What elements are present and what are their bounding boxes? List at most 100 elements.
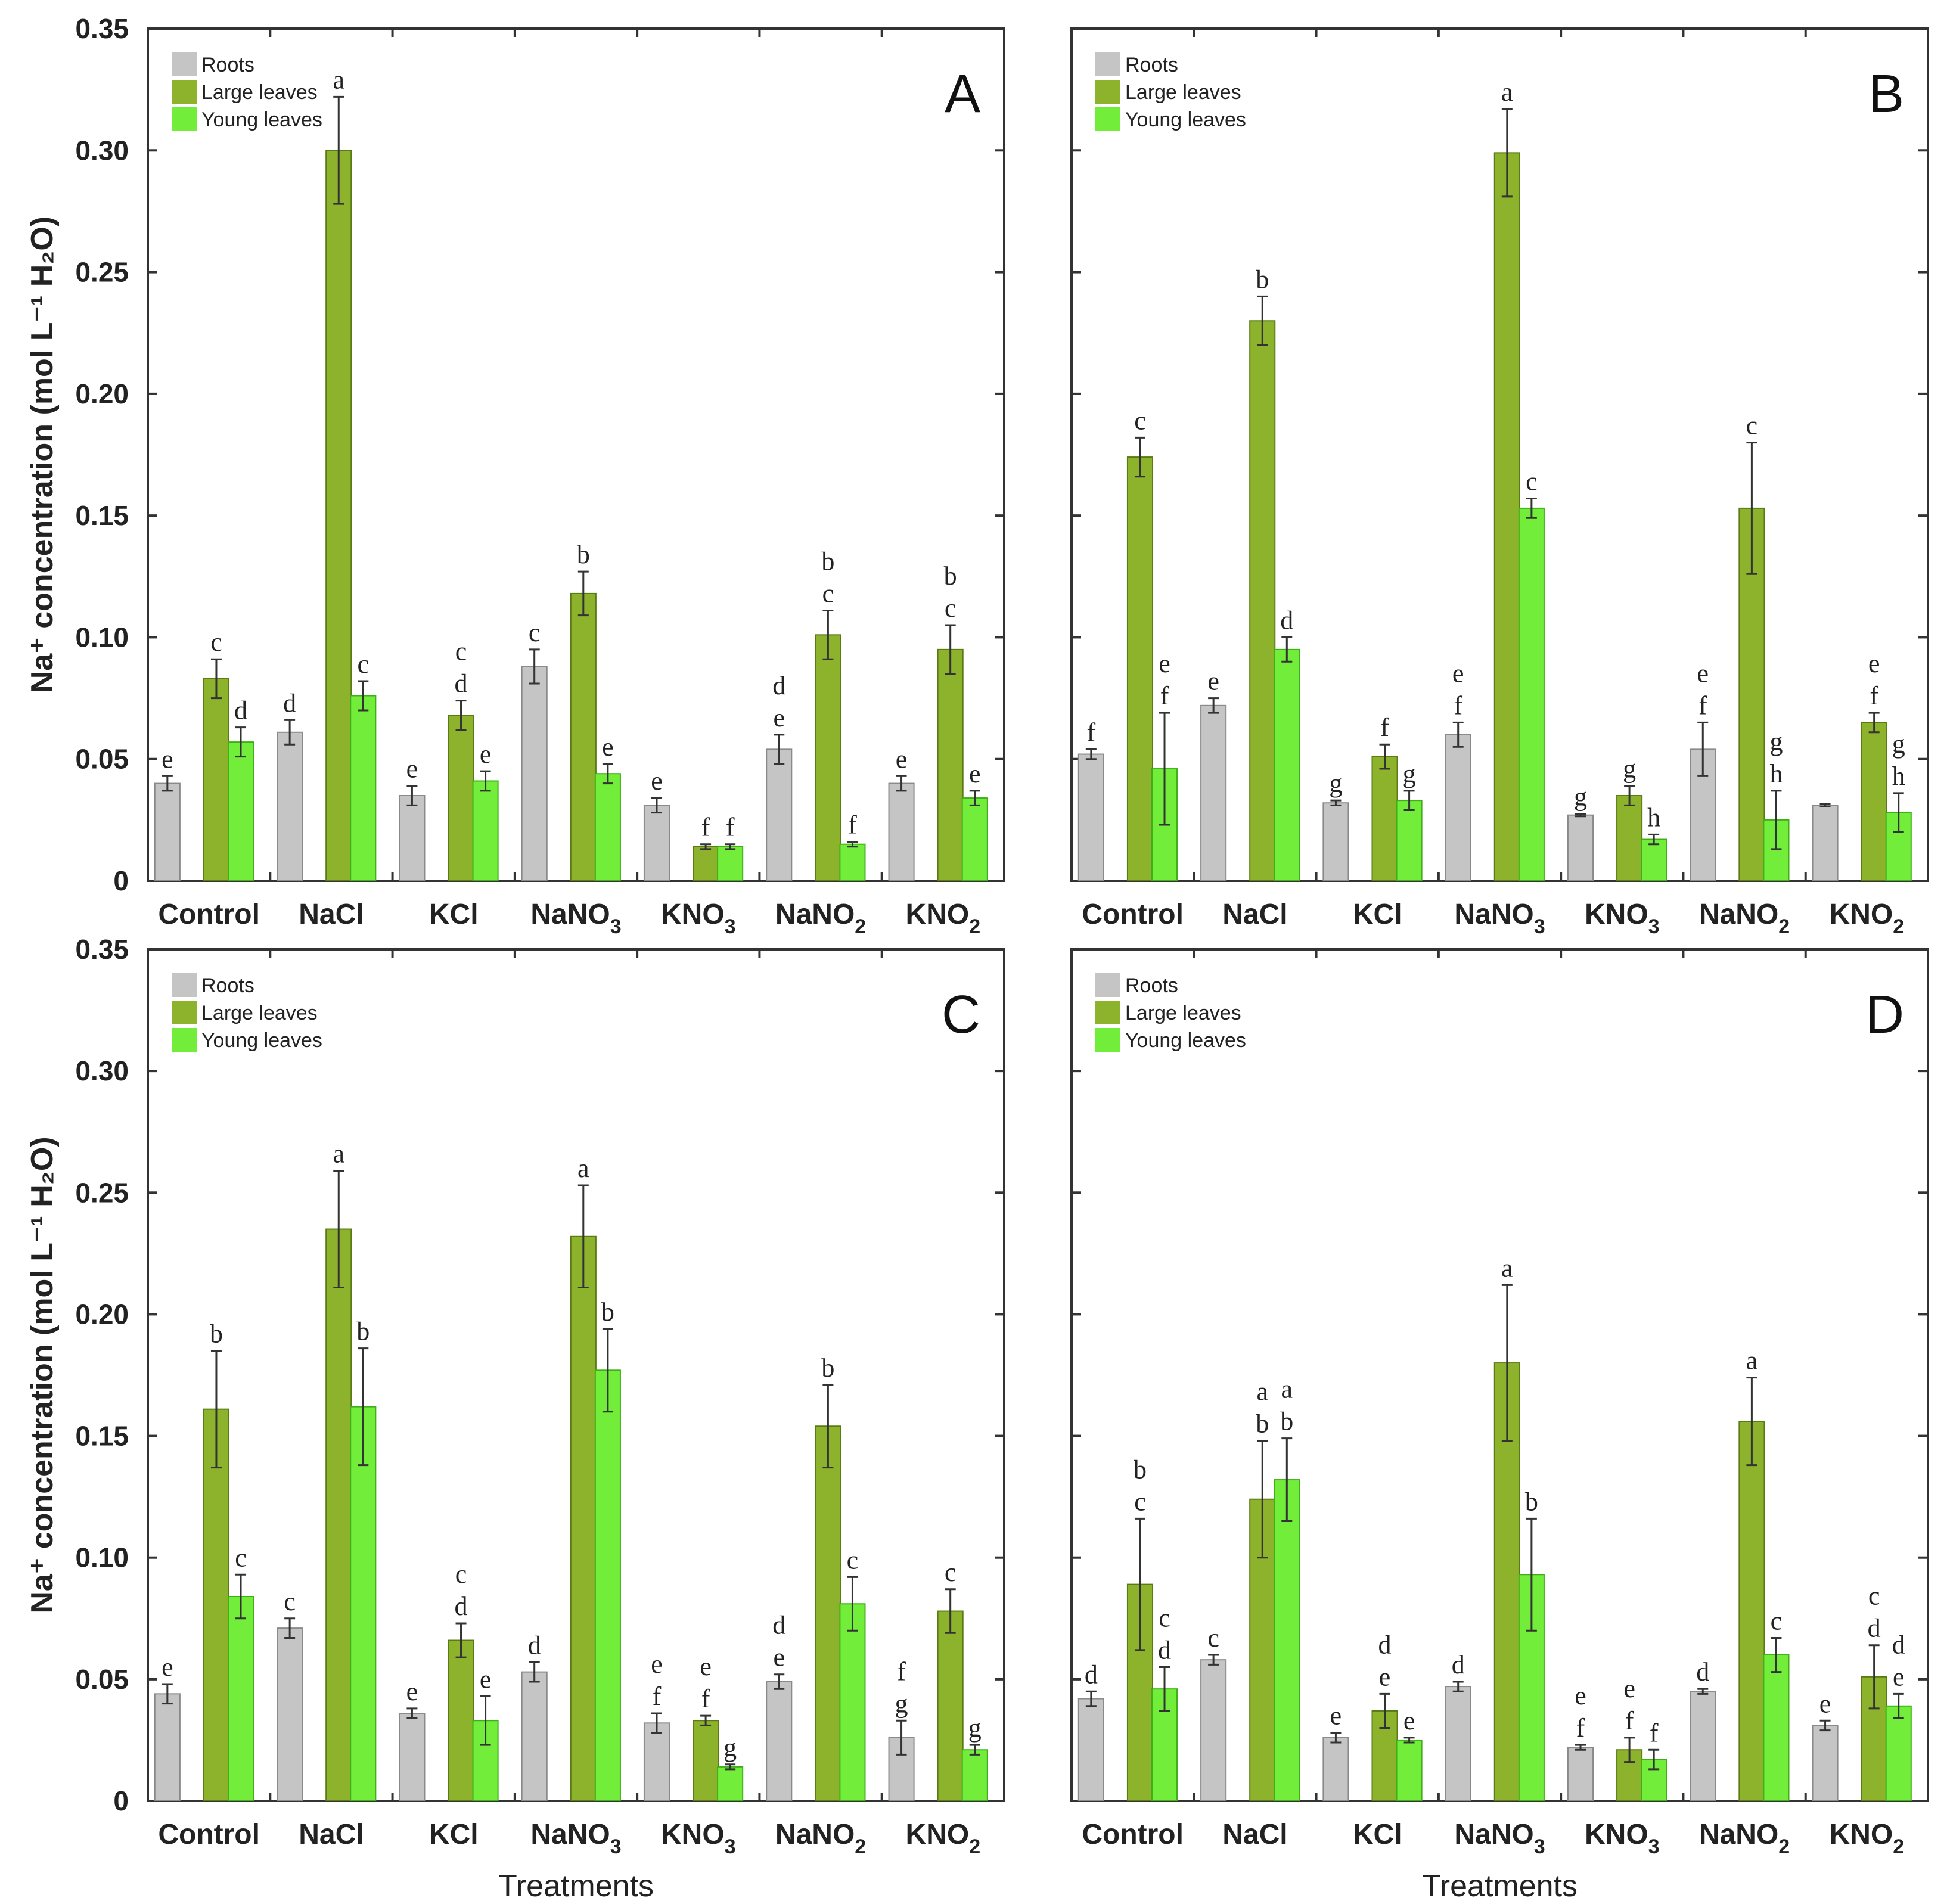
bar-young-leaves bbox=[1274, 648, 1300, 882]
significance-label: e bbox=[480, 740, 492, 769]
significance-label: e bbox=[651, 766, 663, 796]
panel-D: dbccdControlcababNaCledeeKCldabNaNO3efef… bbox=[1070, 948, 1929, 1903]
significance-label: f bbox=[897, 1657, 906, 1686]
significance-label: c bbox=[847, 1545, 859, 1574]
panel-letter: A bbox=[945, 64, 980, 124]
bar-large-leaves bbox=[693, 1720, 719, 1801]
significance-label: e bbox=[162, 1653, 173, 1682]
panel-letter: D bbox=[1865, 985, 1904, 1045]
legend-swatch bbox=[172, 1028, 197, 1052]
y-tick-label: 0.15 bbox=[75, 1421, 129, 1452]
legend-label: Large leaves bbox=[1125, 81, 1241, 104]
x-axis-label: Treatments bbox=[498, 1869, 654, 1903]
significance-label: d bbox=[283, 688, 296, 718]
significance-label: a bbox=[1501, 1253, 1513, 1282]
bar-roots bbox=[643, 805, 670, 882]
x-tick-label: KCl bbox=[429, 899, 479, 930]
bar-young-leaves bbox=[350, 695, 377, 881]
significance-label: f bbox=[1380, 713, 1389, 742]
bar-large-leaves bbox=[570, 592, 597, 882]
significance-label: d bbox=[1085, 1660, 1098, 1689]
significance-label: b bbox=[1256, 1409, 1269, 1439]
x-tick-label: Control bbox=[158, 899, 260, 930]
significance-label: d bbox=[528, 1630, 541, 1660]
bar-young-leaves bbox=[1518, 507, 1545, 881]
x-tick-label: NaNO3 bbox=[530, 1819, 621, 1858]
bar-young-leaves bbox=[227, 741, 254, 881]
y-tick-label: 0.35 bbox=[75, 13, 129, 44]
significance-label: e bbox=[602, 732, 614, 762]
legend-swatch bbox=[1095, 973, 1120, 997]
y-tick-label: 0 bbox=[113, 865, 129, 896]
significance-label: d bbox=[1452, 1650, 1465, 1679]
legend-swatch bbox=[172, 973, 197, 997]
significance-label: e bbox=[406, 754, 418, 784]
bar-roots bbox=[399, 1713, 426, 1801]
x-tick-label: Control bbox=[1082, 1819, 1184, 1850]
bar-young-leaves bbox=[961, 797, 988, 881]
legend-swatch bbox=[1095, 52, 1120, 76]
legend-label: Large leaves bbox=[201, 81, 318, 104]
bar-young-leaves bbox=[1885, 1705, 1912, 1801]
significance-label: e bbox=[700, 1652, 712, 1681]
significance-label: e bbox=[480, 1664, 492, 1694]
significance-label: f bbox=[653, 1682, 662, 1711]
significance-label: c bbox=[284, 1587, 296, 1616]
significance-label: e bbox=[1697, 659, 1709, 688]
significance-label: e bbox=[1379, 1662, 1391, 1691]
significance-label: e bbox=[1868, 649, 1880, 678]
significance-label: f bbox=[701, 1684, 710, 1713]
bar-roots bbox=[1077, 1698, 1104, 1802]
bar-young-leaves bbox=[839, 843, 866, 881]
x-tick-label: NaNO2 bbox=[1699, 899, 1790, 938]
x-tick-label: NaCl bbox=[1222, 1819, 1287, 1850]
significance-label: a bbox=[333, 1139, 344, 1169]
significance-label: g bbox=[1769, 727, 1783, 756]
bar-young-leaves bbox=[961, 1749, 988, 1802]
significance-label: c bbox=[455, 637, 467, 666]
significance-label: g bbox=[1623, 754, 1636, 784]
y-tick-label: 0.20 bbox=[75, 1299, 129, 1330]
legend-swatch bbox=[1095, 80, 1120, 104]
x-tick-label: KNO3 bbox=[1585, 899, 1660, 938]
bar-roots bbox=[1445, 734, 1471, 882]
bar-large-leaves bbox=[1861, 722, 1887, 882]
significance-label: e bbox=[651, 1650, 663, 1679]
bar-large-leaves bbox=[570, 1235, 597, 1801]
bar-roots bbox=[1812, 805, 1839, 882]
legend-label: Large leaves bbox=[201, 1002, 318, 1024]
x-tick-label: KNO2 bbox=[1830, 1819, 1905, 1858]
bar-young-leaves bbox=[717, 846, 744, 882]
legend-swatch bbox=[1095, 107, 1120, 131]
significance-label: f bbox=[1625, 1706, 1634, 1735]
significance-label: f bbox=[1698, 691, 1707, 720]
bar-large-leaves bbox=[1616, 795, 1643, 881]
significance-label: b bbox=[1256, 265, 1269, 294]
significance-label: a bbox=[1281, 1375, 1293, 1404]
significance-label: e bbox=[1575, 1681, 1586, 1710]
significance-label: f bbox=[1650, 1718, 1659, 1747]
legend-label: Roots bbox=[1125, 54, 1178, 76]
bar-roots bbox=[1812, 1725, 1839, 1801]
legend-label: Young leaves bbox=[1125, 108, 1246, 131]
significance-label: e bbox=[1403, 1706, 1415, 1735]
x-tick-label: KNO2 bbox=[906, 899, 981, 938]
x-tick-label: NaCl bbox=[299, 1819, 364, 1850]
legend: Roots Large leaves Young leaves bbox=[1095, 52, 1246, 131]
y-axis-label: Na⁺ concentration (mol L⁻¹ H₂O) bbox=[25, 216, 60, 693]
significance-label: g bbox=[1574, 782, 1587, 812]
bar-large-leaves bbox=[325, 1228, 352, 1801]
significance-label: c bbox=[455, 1560, 467, 1589]
significance-label: c bbox=[358, 650, 369, 679]
significance-label: f bbox=[1870, 681, 1878, 710]
significance-label: b bbox=[601, 1297, 614, 1327]
significance-label: c bbox=[529, 618, 541, 647]
significance-label: a bbox=[333, 65, 344, 94]
significance-label: f bbox=[726, 813, 735, 842]
significance-label: f bbox=[1087, 718, 1096, 747]
significance-label: d bbox=[455, 669, 468, 698]
bar-young-leaves bbox=[717, 1766, 744, 1802]
x-tick-label: KNO3 bbox=[661, 1819, 736, 1858]
legend: Roots Large leaves Young leaves bbox=[172, 973, 322, 1052]
